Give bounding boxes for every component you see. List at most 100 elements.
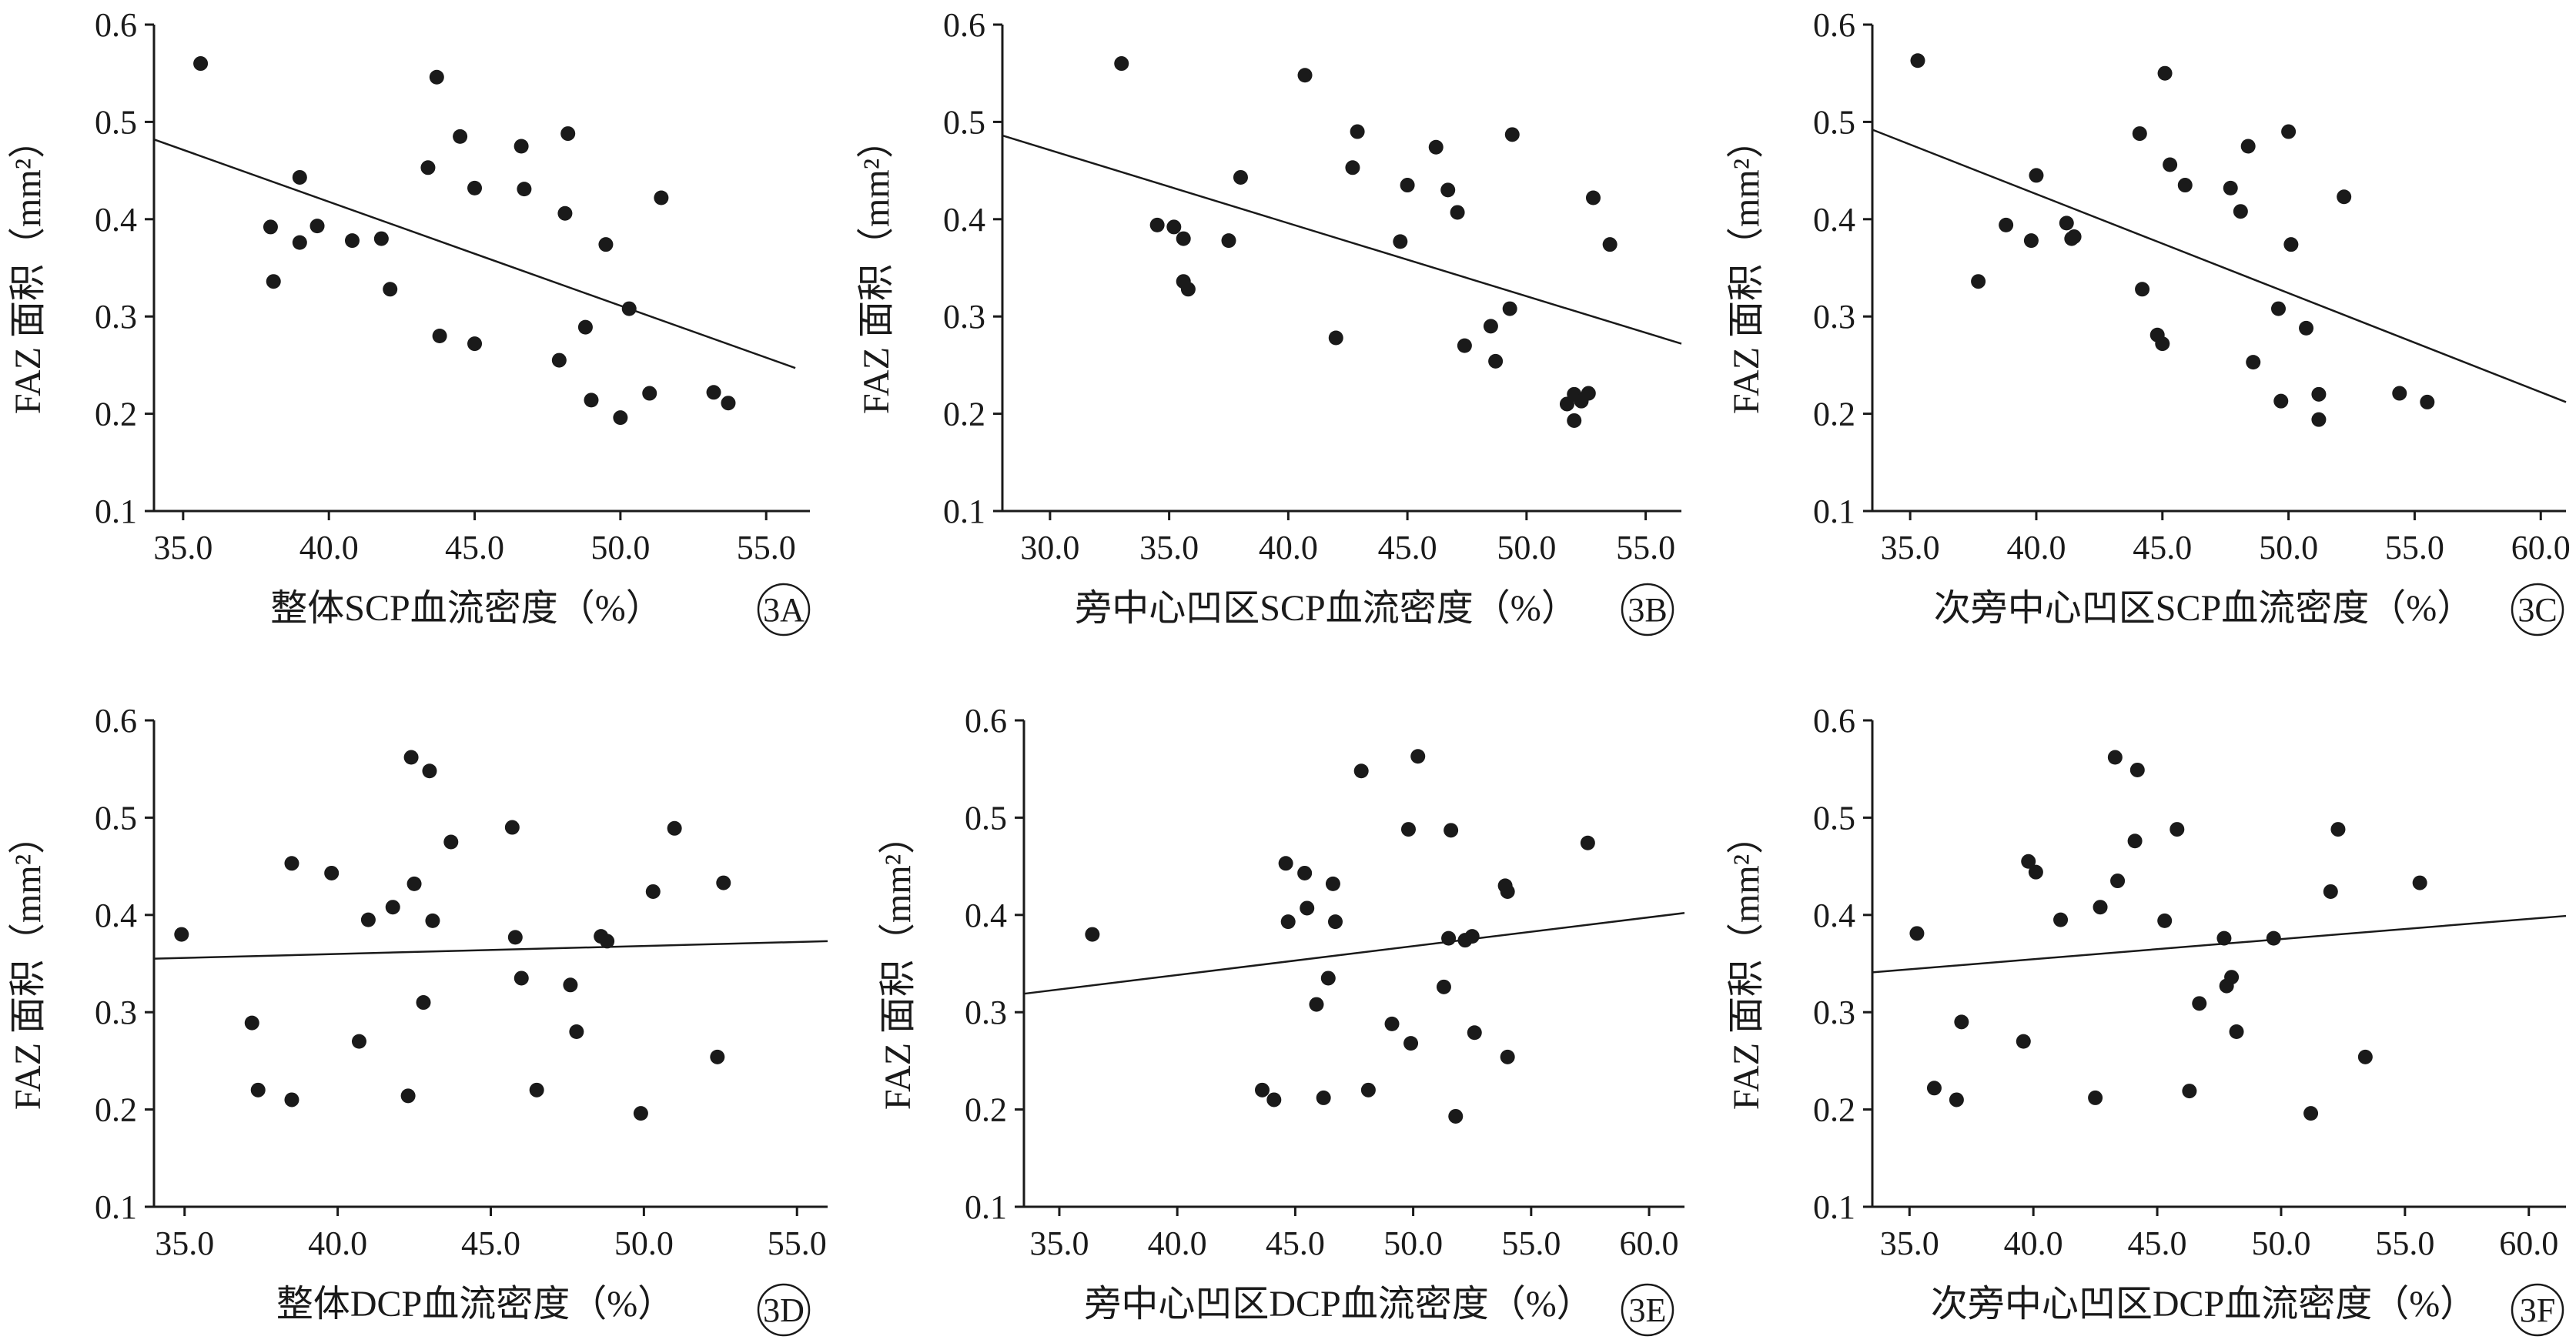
data-point [1410,749,1426,764]
data-point [1909,926,1925,941]
data-point [2246,355,2261,370]
data-point [557,205,573,221]
x-tick-label: 60.0 [1620,1224,1679,1262]
x-tick-label: 55.0 [2375,1224,2434,1262]
data-point [721,396,736,411]
data-point [2088,1090,2103,1105]
data-point [2157,65,2173,81]
y-tick-label: 0.2 [1813,396,1855,433]
data-point [2273,393,2289,409]
data-point [577,319,593,335]
data-point [443,834,459,850]
x-tick-label: 55.0 [2385,529,2444,566]
panel-label-circle [2511,583,2564,636]
data-point [2303,1106,2319,1121]
data-point [193,56,209,72]
data-point [2059,215,2074,231]
y-tick-label: 0.4 [95,201,137,239]
x-tick-label: 40.0 [1259,529,1318,566]
x-tick-label: 35.0 [155,1224,214,1262]
data-point [2311,412,2327,427]
data-point [309,219,325,234]
data-point [1488,353,1504,369]
data-point [406,876,422,891]
data-point [633,1106,648,1121]
y-axis-title: FAZ 面积（mm²） [856,122,897,414]
data-point [2281,124,2297,139]
data-point [2155,336,2170,352]
x-tick-label: 40.0 [2004,1224,2063,1262]
y-tick-label: 0.2 [965,1091,1007,1129]
data-point [1467,1025,1482,1041]
data-point [569,1024,584,1039]
x-tick-label: 60.0 [2511,529,2571,566]
x-axis-title: 整体SCP血流密度（%） [270,588,662,629]
panel-label: 3A [763,591,805,629]
x-tick-label: 40.0 [299,529,359,566]
data-point [1403,1036,1419,1051]
data-point [1114,56,1129,72]
data-point [2129,762,2145,777]
data-point [1567,413,1582,428]
data-point [613,410,628,426]
data-point [2157,913,2173,928]
data-point [1581,386,1596,401]
data-point [1464,929,1480,944]
data-point [1320,971,1336,986]
data-point [284,856,299,871]
data-point [1436,979,1451,994]
y-tick-label: 0.6 [1813,6,1855,44]
data-point [1176,231,1191,246]
data-point [2053,912,2069,927]
data-point [2392,386,2407,401]
data-point [1345,160,1360,175]
data-point [292,169,307,185]
data-point [2192,996,2207,1011]
x-tick-label: 50.0 [590,529,650,566]
x-tick-label: 60.0 [2499,1224,2558,1262]
data-point [2412,875,2427,890]
data-point [2177,178,2193,193]
data-point [584,393,599,408]
panel-label-circle [757,1283,811,1337]
data-point [344,233,360,249]
x-tick-label: 50.0 [2251,1224,2310,1262]
data-point [551,352,567,368]
data-point [1483,319,1498,334]
y-tick-label: 0.3 [1813,298,1855,336]
panel-label: 3E [1629,1291,1667,1329]
data-point [2093,900,2108,915]
data-point [385,900,400,915]
x-tick-label: 35.0 [1029,1224,1089,1262]
data-point [1910,53,1925,68]
x-tick-label: 50.0 [614,1224,674,1262]
data-point [373,231,389,246]
y-tick-label: 0.5 [965,799,1007,837]
data-point [654,190,669,205]
data-point [1327,914,1343,930]
data-point [1580,835,1595,850]
data-point [467,180,483,195]
x-tick-label: 35.0 [1139,529,1199,566]
data-point [2266,930,2281,946]
y-tick-label: 0.6 [95,702,137,740]
data-point [2223,180,2238,195]
y-tick-label: 0.3 [95,994,137,1031]
x-tick-label: 45.0 [2133,529,2192,566]
x-tick-label: 50.0 [1383,1224,1443,1262]
panel-label-circle [1621,583,1674,636]
data-point [1297,68,1313,83]
data-point [266,274,281,289]
data-point [1166,219,1182,235]
x-tick-label: 45.0 [1378,529,1437,566]
panel-3f: 0.1 0.2 0.3 0.4 0.5 0.6 35.0 40.0 45.0 50.0 55.0 60… [1726,702,2567,1337]
data-point [429,69,444,85]
data-point [2323,884,2338,899]
data-point [1278,856,1293,871]
x-axis-title: 次旁中心凹区DCP血流密度（%） [1931,1284,2477,1325]
data-point [2420,394,2435,409]
data-point [514,139,529,154]
data-point [2224,970,2240,985]
data-point [403,750,419,765]
y-tick-label: 0.6 [95,6,137,44]
